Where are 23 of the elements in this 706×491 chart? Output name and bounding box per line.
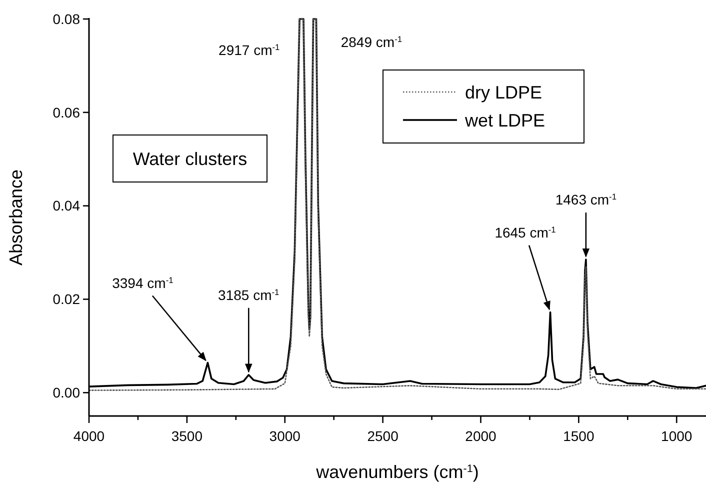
legend-label: wet LDPE <box>464 110 546 130</box>
annotation: 1645 cm$^{-1}$ <box>494 224 556 240</box>
y-tick-label: 0.04 <box>52 198 80 214</box>
annotation: Water clusters <box>132 149 248 169</box>
y-tick-label: 0.00 <box>52 384 80 401</box>
annotation: 2917 cm$^{-1}$ <box>218 42 280 58</box>
x-tick-label: 3000 <box>269 428 301 444</box>
x-tick-label: 2000 <box>465 428 497 444</box>
x-tick-label: 2500 <box>367 428 399 444</box>
x-axis-title: wavenumbers (cm$^{-1}$) <box>315 462 479 482</box>
annotation: 3394 cm$^{-1}$ <box>112 274 174 291</box>
legend-label: dry LDPE <box>465 82 542 102</box>
annotation: 1463 cm$^{-1}$ <box>555 192 617 208</box>
y-tick-label: 0.08 <box>52 10 80 27</box>
y-tick-label: 0.02 <box>52 291 80 308</box>
y-axis-title: Absorbance <box>6 169 26 266</box>
x-tick-label: 1000 <box>661 428 692 444</box>
y-tick-label: 0.06 <box>52 104 80 120</box>
annotation: 2849 cm$^{-1}$ <box>340 34 402 50</box>
x-tick-label: 1500 <box>563 428 594 444</box>
x-tick-label: 3500 <box>171 428 203 444</box>
annotation: 3185 cm$^{-1}$ <box>218 286 280 303</box>
x-tick-label: 4000 <box>73 428 105 444</box>
